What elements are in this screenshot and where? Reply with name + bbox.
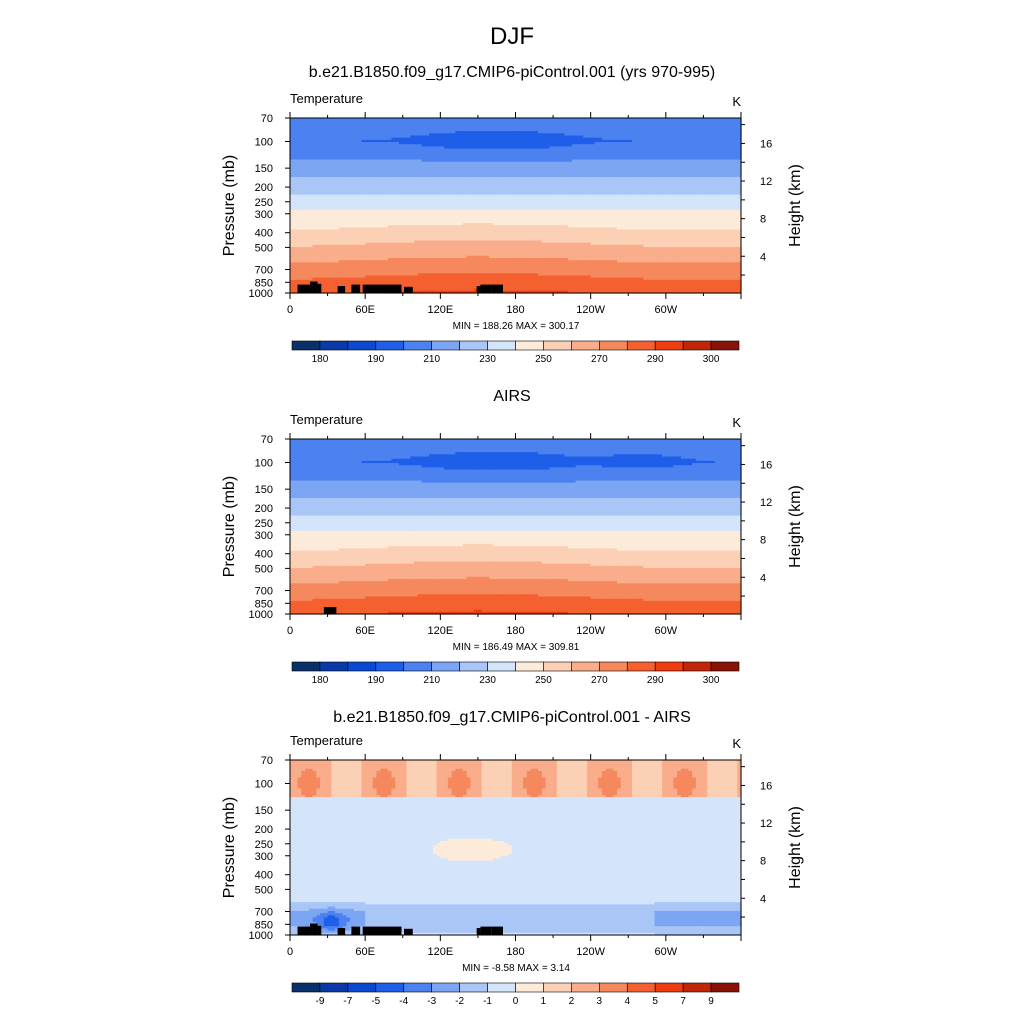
panel-title: b.e21.B1850.f09_g17.CMIP6-piControl.001 … bbox=[309, 64, 715, 81]
figure-title: DJF bbox=[490, 23, 534, 50]
contour-fill bbox=[290, 118, 742, 294]
units-label: K bbox=[732, 94, 741, 109]
variable-label: Temperature bbox=[290, 91, 363, 106]
chart-panel-1: b.e21.B1850.f09_g17.CMIP6-piControl.001 … bbox=[221, 64, 804, 365]
